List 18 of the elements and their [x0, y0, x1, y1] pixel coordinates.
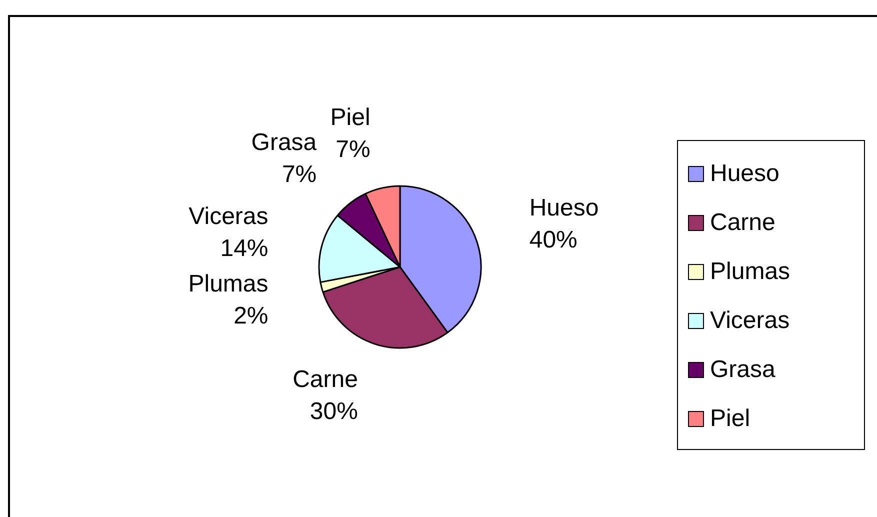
- data-label: 2%: [234, 302, 268, 330]
- data-label: 30%: [310, 398, 358, 425]
- legend-label: Viceras: [710, 306, 790, 334]
- slice-label: Hueso: [529, 194, 599, 222]
- legend-label: Piel: [710, 404, 750, 432]
- legend-label: Hueso: [710, 160, 780, 188]
- legend-label: Plumas: [710, 258, 790, 286]
- legend-label: Grasa: [710, 356, 776, 384]
- slice-label: Grasa: [251, 129, 318, 156]
- data-label: 7%: [282, 161, 317, 188]
- slice-label: Carne: [292, 366, 358, 393]
- data-label: 7%: [336, 136, 370, 163]
- slice-label: Viceras: [188, 202, 268, 230]
- data-label: 14%: [220, 234, 268, 262]
- slice-label: Piel: [330, 104, 370, 131]
- data-label: 40%: [529, 226, 578, 254]
- legend-label: Carne: [710, 208, 776, 236]
- slice-label: Plumas: [188, 270, 268, 298]
